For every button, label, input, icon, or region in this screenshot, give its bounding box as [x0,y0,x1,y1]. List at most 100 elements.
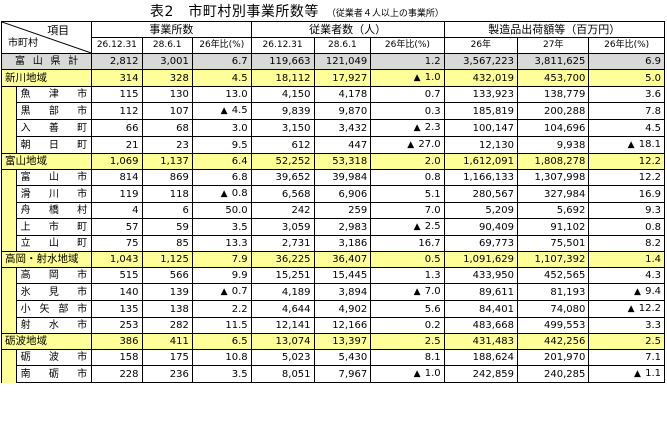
percent-cell: 2.2 [191,300,252,318]
cell-value: 1.4 [645,254,661,265]
value-cell: 483,668 [443,317,519,334]
decrease-marker: ▲ [413,73,421,83]
cell-value: 17,927 [332,72,368,84]
cell-value: 1,307,998 [534,172,586,183]
sub-header: 27年 [517,37,590,54]
cell-value: 1.3 [424,270,441,281]
percent-cell: 0.2 [370,317,445,334]
decrease-marker: ▲ [220,189,228,199]
cell-value: 1,137 [160,156,189,167]
value-cell: 2,812 [91,53,143,70]
cell-value: 4.5 [231,105,248,116]
total-row: 富山県計 2,812 3,001 6.7 119,663 121,049 1.2 3,567,… [0,53,665,70]
cell-value: 1.0 [424,368,441,379]
value-cell: 201,970 [517,349,590,366]
percent-cell: 6.4 [191,153,252,170]
percent-cell: 7.0 [370,202,445,219]
cell-value: 3,432 [338,122,368,134]
value-cell: 6,906 [313,185,372,203]
total-label-text: 富山県計 [15,56,79,67]
percent-cell: 12.2 [588,169,665,186]
cell-value: 112 [119,105,139,117]
percent-cell: 1.3 [370,267,445,284]
cell-value: 8,051 [281,368,311,380]
cell-value: 9.9 [231,270,248,281]
cell-value: 84,401 [479,303,515,315]
cell-value: 130 [169,89,189,100]
cell-value: 4,902 [338,303,368,315]
title-text: 表2 市町村別事業所数等 [150,4,319,20]
value-cell: 36,225 [250,251,315,268]
region-name: 富山地域 [0,153,93,170]
value-cell: 1,091,629 [443,251,519,268]
cell-value: 115 [119,89,139,100]
percent-cell: 6.7 [191,53,252,70]
value-cell: 499,553 [517,317,590,334]
cell-value: 74,080 [550,303,586,315]
cell-value: 2.5 [645,336,661,347]
value-cell: 130 [141,86,193,103]
cell-value: 5.0 [645,72,661,84]
decrease-marker: ▲ [627,140,635,150]
decrease-marker: ▲ [220,287,228,297]
cell-value: 68 [176,122,189,134]
cell-value: 39,652 [275,172,311,183]
value-cell: 133,923 [443,86,519,103]
percent-cell: 9.5 [191,136,252,154]
cell-value: 15,445 [332,270,368,281]
value-cell: 135 [91,300,143,318]
value-cell: 3,567,223 [443,53,519,70]
cell-value: 280,567 [472,188,515,200]
total-label: 富山県計 [0,53,93,70]
cell-value: 0.2 [424,320,441,331]
value-cell: 39,984 [313,169,372,186]
subtitle-text: （従業者４人以上の事業所） [326,9,444,19]
percent-cell: 8.1 [370,349,445,366]
value-cell: 104,696 [517,119,590,137]
cell-value: 228 [119,368,139,380]
cell-value: 13.3 [225,238,248,249]
municipality-name-text: 上市町 [20,221,88,233]
percent-cell: 1.2 [370,53,445,70]
percent-cell: 16.9 [588,185,665,203]
value-cell: 4,189 [250,283,315,301]
cell-value: 75 [125,238,139,249]
cell-value: 7.9 [231,254,248,265]
value-cell: 9,839 [250,102,315,120]
cell-value: 5,430 [338,352,368,363]
cell-value: 13,074 [275,336,311,347]
cell-value: 175 [169,352,189,363]
cell-value: 85 [176,238,189,249]
percent-cell: 0.5 [370,251,445,268]
cell-value: 3,001 [160,56,189,67]
value-cell: 57 [91,218,143,236]
percent-cell: 11.5 [191,317,252,334]
cell-value: 69,773 [479,238,515,249]
cell-value: 1,612,091 [463,156,515,167]
cell-value: 16.7 [418,238,441,249]
cell-value: 201,970 [544,352,586,363]
percent-cell: 3.0 [191,119,252,137]
cell-value: 6 [182,205,189,216]
indent-cell [1,86,17,103]
cell-value: 814 [119,172,139,183]
cell-value: 6.8 [231,172,248,183]
cell-value: 6.4 [231,156,248,167]
percent-cell: ▲ 2.5 [370,218,445,236]
percent-cell: ▲ 1.0 [370,69,445,87]
group-header-employees: 従業者数（人） [250,21,445,38]
value-cell: 118 [141,185,193,203]
cell-value: 327,984 [544,188,586,200]
region-row: 砺波地域 386 411 6.5 13,074 13,397 2.5 431,483 442,2… [0,333,665,350]
municipality-name-text: 砺波市 [20,352,88,363]
cell-value: 118 [169,188,189,200]
cell-value: 21 [125,139,139,151]
cell-value: 259 [348,205,368,216]
municipality-name: 滑川市 [15,185,93,203]
value-cell: 112 [91,102,143,120]
table-row: 入善町 66 68 3.0 3,150 3,432 ▲ 2.3 100,147 104,696 4… [1,119,665,137]
cell-value: 2,731 [281,238,311,249]
percent-cell: 3.5 [191,365,252,383]
cell-value: 447 [348,139,368,151]
value-cell: 1,612,091 [443,153,519,170]
